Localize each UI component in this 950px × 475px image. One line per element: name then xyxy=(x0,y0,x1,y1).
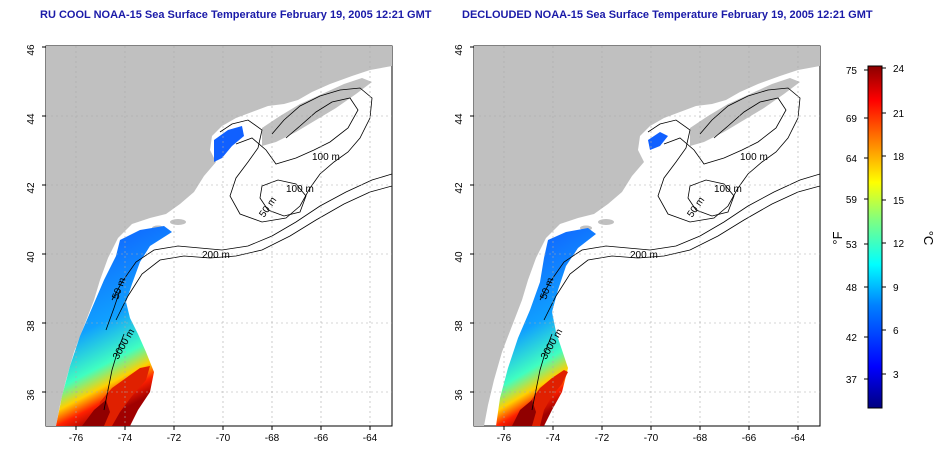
f-tick-label: 53 xyxy=(846,240,858,251)
left-y-axis: 46 44 42 40 38 36 xyxy=(26,44,37,401)
colorbar-f-ticks: 75 69 64 59 53 48 42 37 xyxy=(846,66,858,386)
colorbar-tick-marks xyxy=(864,67,886,380)
c-tick-label: 15 xyxy=(893,196,905,207)
x-tick-label: -74 xyxy=(118,433,133,444)
left-tick-marks xyxy=(42,46,371,430)
left-panel-title: RU COOL NOAA-15 Sea Surface Temperature … xyxy=(40,9,432,21)
c-tick-label: 24 xyxy=(893,64,905,75)
colorbar-scale xyxy=(867,65,883,409)
c-tick-label: 3 xyxy=(893,370,899,381)
f-tick-label: 59 xyxy=(846,195,858,206)
c-tick-label: 21 xyxy=(893,109,905,120)
right-map: 100 m 100 m 50 m 200 m 50 m 3000 m -76 -… xyxy=(454,44,821,444)
f-tick-label: 69 xyxy=(846,114,858,125)
right-contour-label: 100 m xyxy=(740,152,768,163)
x-tick-label: -76 xyxy=(69,433,84,444)
y-tick-label: 40 xyxy=(26,251,37,263)
colorbar-celsius-label: °C xyxy=(921,231,936,246)
right-panel-title: DECLOUDED NOAA-15 Sea Surface Temperatur… xyxy=(462,9,873,21)
x-tick-label: -72 xyxy=(595,433,610,444)
y-tick-label: 42 xyxy=(26,182,37,194)
left-nova-scotia xyxy=(262,78,372,146)
y-tick-label: 46 xyxy=(26,44,37,56)
x-tick-label: -74 xyxy=(546,433,561,444)
f-tick-label: 75 xyxy=(846,66,858,77)
right-x-axis: -76 -74 -72 -70 -68 -66 -64 xyxy=(497,433,806,444)
right-land xyxy=(474,46,820,426)
right-y-axis: 46 44 42 40 38 36 xyxy=(454,44,465,401)
right-nova-scotia xyxy=(690,78,800,146)
y-tick-label: 36 xyxy=(26,389,37,401)
c-tick-label: 18 xyxy=(893,152,905,163)
x-tick-label: -68 xyxy=(265,433,280,444)
x-tick-label: -68 xyxy=(693,433,708,444)
y-tick-label: 38 xyxy=(26,320,37,332)
x-tick-label: -64 xyxy=(363,433,378,444)
right-sst-hot-core xyxy=(512,400,536,426)
right-sst-warm-core xyxy=(526,370,568,426)
y-tick-label: 36 xyxy=(454,389,465,401)
x-tick-label: -76 xyxy=(497,433,512,444)
f-tick-label: 48 xyxy=(846,283,858,294)
x-tick-label: -72 xyxy=(167,433,182,444)
left-contour-label: 200 m xyxy=(202,250,230,261)
y-tick-label: 44 xyxy=(454,113,465,125)
x-tick-label: -70 xyxy=(644,433,659,444)
y-tick-label: 38 xyxy=(454,320,465,332)
colorbar: 75 69 64 59 53 48 42 37 24 21 18 15 12 9… xyxy=(830,64,936,409)
left-bathymetry xyxy=(103,87,392,411)
right-contour-label: 200 m xyxy=(630,250,658,261)
y-tick-label: 40 xyxy=(454,251,465,263)
right-gridlines xyxy=(474,46,820,426)
y-tick-label: 46 xyxy=(454,44,465,56)
right-tick-marks xyxy=(470,46,799,430)
right-bathymetry xyxy=(531,87,820,411)
c-tick-label: 9 xyxy=(893,283,899,294)
left-gridlines xyxy=(46,46,392,426)
x-tick-label: -64 xyxy=(791,433,806,444)
left-sst-gulf-of-maine xyxy=(214,126,244,162)
right-sst-gulf-of-maine xyxy=(648,132,668,150)
x-tick-label: -66 xyxy=(314,433,329,444)
f-tick-label: 42 xyxy=(846,333,858,344)
left-contour-label: 100 m xyxy=(286,184,314,195)
right-island xyxy=(598,219,614,225)
left-contour-label: 100 m xyxy=(312,152,340,163)
left-map: 100 m 100 m 50 m 200 m 50 m 3000 m -76 -… xyxy=(26,44,393,444)
y-tick-label: 42 xyxy=(454,182,465,194)
left-sst-hot-core xyxy=(82,400,110,426)
f-tick-label: 37 xyxy=(846,375,858,386)
c-tick-label: 6 xyxy=(893,326,899,337)
left-x-axis: -76 -74 -72 -70 -68 -66 -64 xyxy=(69,433,378,444)
x-tick-label: -70 xyxy=(216,433,231,444)
right-contour-label: 100 m xyxy=(714,184,742,195)
colorbar-c-ticks: 24 21 18 15 12 9 6 3 xyxy=(893,64,905,381)
right-sst-swath xyxy=(496,228,596,426)
left-land xyxy=(46,46,392,426)
left-island xyxy=(170,219,186,225)
y-tick-label: 44 xyxy=(26,113,37,125)
c-tick-label: 12 xyxy=(893,239,905,250)
f-tick-label: 64 xyxy=(846,154,858,165)
colorbar-fahrenheit-label: °F xyxy=(830,231,845,244)
x-tick-label: -66 xyxy=(742,433,757,444)
